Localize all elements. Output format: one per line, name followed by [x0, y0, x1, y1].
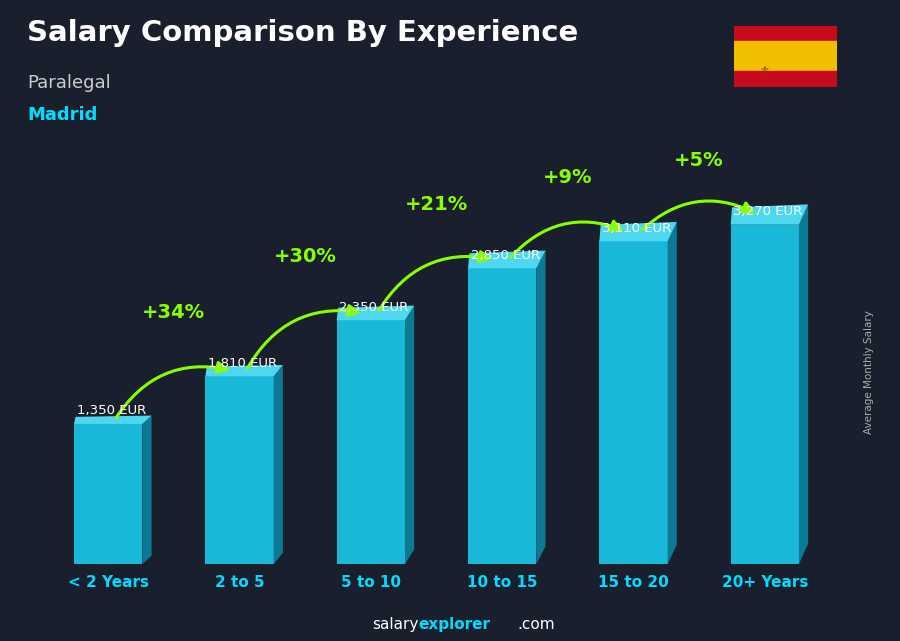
Text: +30%: +30% [274, 247, 337, 266]
Polygon shape [274, 365, 283, 564]
Text: 2,350 EUR: 2,350 EUR [339, 301, 409, 313]
Polygon shape [74, 424, 142, 564]
Text: +21%: +21% [405, 195, 468, 214]
Polygon shape [468, 269, 536, 564]
Polygon shape [468, 251, 545, 269]
Polygon shape [734, 41, 837, 71]
Polygon shape [599, 222, 677, 241]
Text: Paralegal: Paralegal [27, 74, 111, 92]
Text: .com: .com [518, 617, 555, 633]
Text: 2,850 EUR: 2,850 EUR [471, 249, 540, 262]
Text: ⚜: ⚜ [760, 66, 770, 76]
Text: Average Monthly Salary: Average Monthly Salary [863, 310, 874, 434]
Polygon shape [731, 204, 808, 225]
Polygon shape [205, 376, 274, 564]
Polygon shape [405, 306, 414, 564]
Text: Salary Comparison By Experience: Salary Comparison By Experience [27, 19, 578, 47]
Polygon shape [599, 241, 668, 564]
Text: +5%: +5% [674, 151, 724, 171]
Polygon shape [536, 251, 545, 564]
Polygon shape [142, 415, 151, 564]
Polygon shape [337, 306, 414, 320]
Polygon shape [734, 71, 837, 87]
Text: 3,110 EUR: 3,110 EUR [602, 222, 671, 235]
Text: 3,270 EUR: 3,270 EUR [734, 205, 803, 218]
Polygon shape [205, 365, 283, 376]
Polygon shape [731, 225, 799, 564]
Polygon shape [734, 26, 837, 41]
Polygon shape [337, 320, 405, 564]
Text: salary: salary [372, 617, 418, 633]
Polygon shape [74, 415, 151, 424]
Polygon shape [668, 222, 677, 564]
Text: +34%: +34% [142, 303, 205, 322]
Text: explorer: explorer [418, 617, 490, 633]
Polygon shape [799, 204, 808, 564]
Text: Madrid: Madrid [27, 106, 97, 124]
Text: +9%: +9% [543, 168, 592, 187]
Text: 1,810 EUR: 1,810 EUR [208, 356, 277, 370]
Text: 1,350 EUR: 1,350 EUR [76, 404, 146, 417]
